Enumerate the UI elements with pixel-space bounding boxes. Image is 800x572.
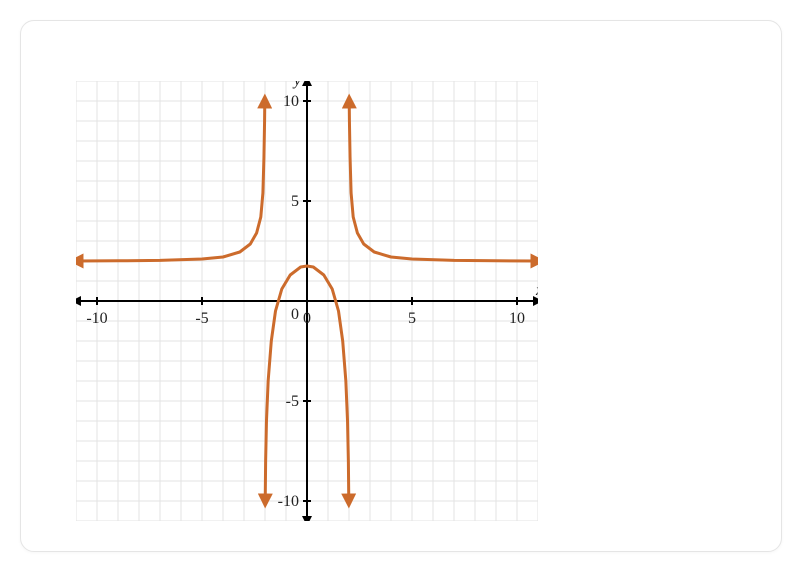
y-tick-label: 5 bbox=[291, 193, 299, 210]
x-tick-label: 5 bbox=[408, 310, 416, 327]
chart-area: -10 -5 0 5 10 -10 -5 5 10 0 x y bbox=[76, 81, 538, 521]
y-tick-label: -10 bbox=[278, 493, 299, 510]
x-tick-label: -10 bbox=[86, 310, 107, 327]
x-tick-label: 0 bbox=[303, 310, 311, 327]
x-axis-label: x bbox=[535, 282, 538, 299]
chart-card: -10 -5 0 5 10 -10 -5 5 10 0 x y bbox=[20, 20, 782, 552]
y-axis-label: y bbox=[292, 81, 302, 89]
x-tick-label: 10 bbox=[509, 310, 525, 327]
y-tick-label: 10 bbox=[283, 93, 299, 110]
x-tick-label: -5 bbox=[195, 310, 208, 327]
y-tick-label: -5 bbox=[286, 393, 299, 410]
chart-svg: -10 -5 0 5 10 -10 -5 5 10 0 x y bbox=[76, 81, 538, 521]
origin-label: 0 bbox=[291, 306, 299, 323]
